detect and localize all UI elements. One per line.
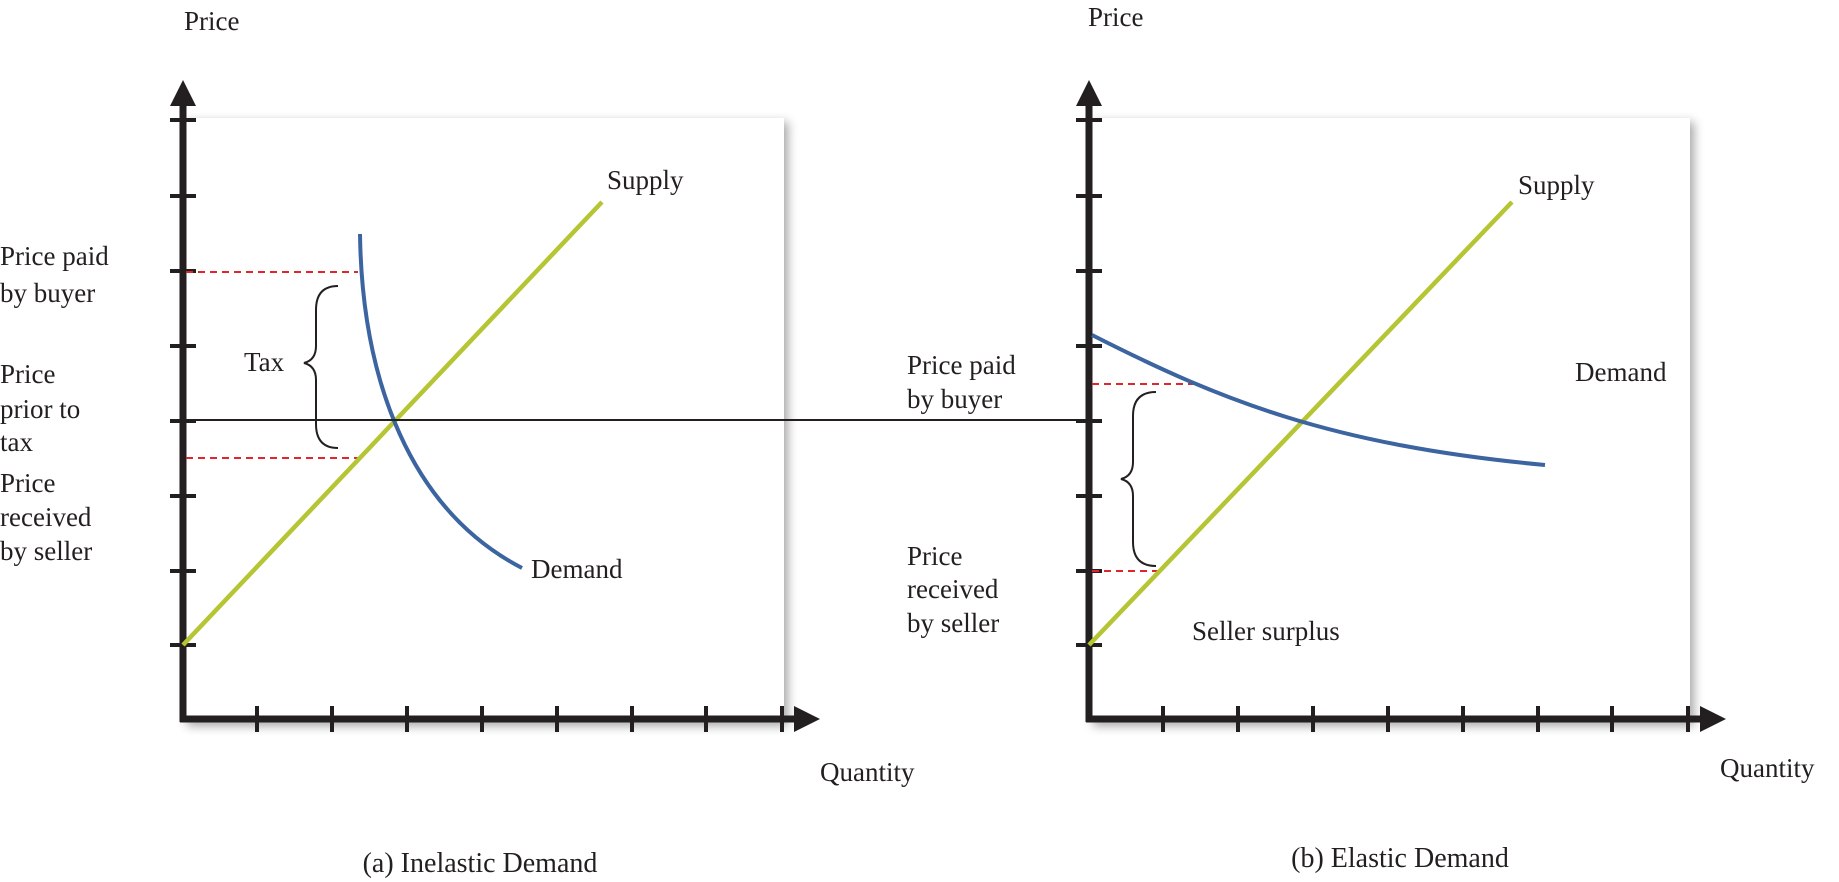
price-paid-label-b: Price paid by buyer bbox=[907, 350, 1022, 414]
x-ticks-b bbox=[1161, 706, 1690, 732]
tax-brace-b bbox=[1120, 391, 1157, 567]
price-prior-label-a: Price prior to tax bbox=[0, 359, 87, 457]
y-axis-arrow-b bbox=[1076, 80, 1102, 106]
tax-brace-a bbox=[303, 285, 339, 449]
supply-label-a: Supply bbox=[607, 165, 684, 195]
supply-curve-b bbox=[1087, 200, 1514, 647]
y-axis-arrow-a bbox=[170, 80, 196, 106]
demand-label-b: Demand bbox=[1575, 357, 1667, 387]
seller-surplus-label-b: Seller surplus bbox=[1192, 616, 1340, 646]
x-axis-label-b: Quantity bbox=[1720, 753, 1815, 783]
y-axis-label-b: Price bbox=[1088, 2, 1143, 32]
caption-b: (b) Elastic Demand bbox=[1291, 843, 1509, 874]
demand-curve-b bbox=[1091, 333, 1546, 467]
demand-label-a: Demand bbox=[531, 554, 623, 584]
y-ticks-b bbox=[1076, 118, 1102, 647]
plot-area-b bbox=[1089, 118, 1690, 722]
x-ticks-a bbox=[255, 706, 784, 732]
x-axis-label-a: Quantity bbox=[820, 757, 915, 787]
supply-curve-a bbox=[181, 200, 604, 647]
demand-curve-a bbox=[358, 233, 523, 570]
x-axis-arrow-a bbox=[794, 706, 820, 732]
panel-inelastic: Price Quantity Supply Demand Tax Price p… bbox=[0, 6, 915, 879]
price-received-label-b: Price received by seller bbox=[907, 541, 1005, 638]
price-paid-label-a: Price paid by buyer bbox=[0, 241, 115, 308]
y-axis-label-a: Price bbox=[184, 6, 239, 36]
panel-elastic: Price Quantity Supply Demand Seller surp… bbox=[907, 2, 1815, 874]
supply-label-b: Supply bbox=[1518, 170, 1595, 200]
price-received-label-a: Price received by seller bbox=[0, 468, 98, 566]
caption-a: (a) Inelastic Demand bbox=[363, 848, 598, 879]
x-axis-arrow-b bbox=[1700, 706, 1726, 732]
tax-label-a: Tax bbox=[244, 347, 285, 377]
